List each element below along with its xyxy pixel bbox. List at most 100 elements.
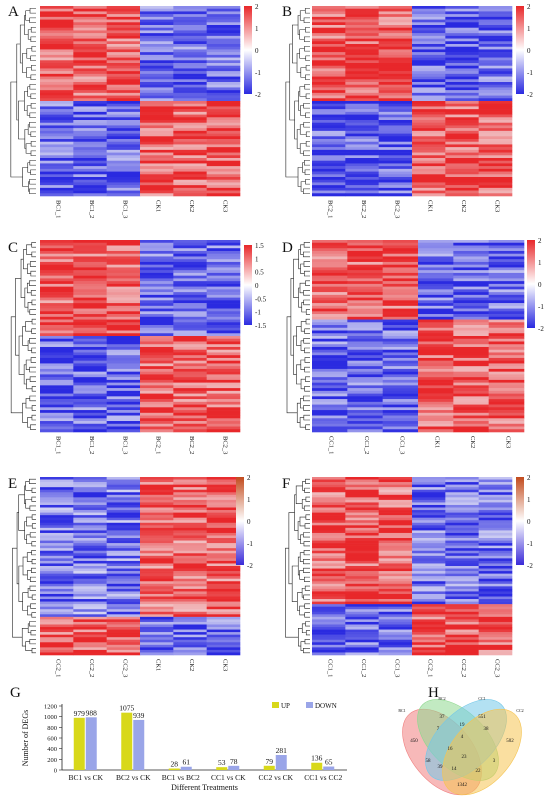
heatmap-cell: [445, 492, 479, 496]
heatmap-cell: [418, 259, 454, 263]
heatmap-cell: [382, 245, 419, 249]
heatmap-cell: [453, 330, 489, 334]
heatmap-cell: [347, 421, 383, 425]
heatmap-cell: [412, 553, 446, 557]
heatmap-cell: [173, 548, 207, 552]
heatmap-cell: [173, 632, 207, 635]
heatmap-cell: [106, 41, 141, 45]
heatmap-cell: [382, 256, 419, 260]
heatmap-cell: [140, 479, 174, 483]
heatmap-cell: [73, 289, 107, 293]
heatmap-cell: [40, 578, 74, 582]
heatmap-cell: [347, 303, 383, 307]
heatmap-cell: [206, 477, 241, 480]
heatmap-cell: [378, 49, 413, 53]
heatmap-cell: [453, 423, 489, 427]
heatmap-cell: [73, 158, 107, 162]
heatmap-cell: [412, 95, 446, 99]
heatmap-cell: [488, 303, 525, 307]
heatmap-cell: [488, 256, 525, 260]
heatmap-cell: [412, 527, 446, 531]
heatmap-cell: [412, 614, 446, 618]
heatmap-cell: [478, 171, 513, 175]
color-scale-tick: -2: [538, 325, 544, 333]
heatmap-cell: [106, 619, 141, 623]
heatmap-cell: [140, 130, 174, 134]
color-scale-tick: -1: [527, 69, 533, 77]
heatmap-cell: [73, 379, 107, 383]
heatmap-cell: [345, 106, 379, 110]
heatmap-cell: [378, 30, 413, 34]
heatmap-cell: [140, 368, 174, 372]
dendrogram-branch: [303, 17, 310, 23]
heatmap-cell: [312, 538, 346, 541]
color-scale-tick: 0: [247, 518, 251, 526]
heatmap-cell: [73, 336, 107, 340]
heatmap-cell: [140, 553, 174, 557]
color-scale-tick: 2: [527, 474, 531, 482]
heatmap-cell: [206, 371, 241, 375]
heatmap-cell: [418, 418, 454, 422]
venn-region-count: 1342: [457, 783, 468, 788]
heatmap-cell: [412, 593, 446, 597]
heatmap-cell: [345, 586, 379, 590]
heatmap-cell: [488, 253, 525, 257]
heatmap-cell: [453, 278, 489, 282]
heatmap-cell: [173, 46, 207, 50]
heatmap-cell: [40, 644, 74, 648]
heatmap-cell: [312, 278, 348, 282]
heatmap-cell: [140, 349, 174, 353]
heatmap-cell: [173, 517, 207, 521]
heatmap-cell: [206, 11, 241, 15]
heatmap-cell: [418, 248, 454, 252]
heatmap-cell: [412, 130, 446, 134]
heatmap-cell: [382, 308, 419, 312]
heatmap-cell: [453, 374, 489, 378]
dendrogram-branch: [30, 424, 36, 430]
heatmap-cell: [445, 601, 479, 605]
heatmap-cell: [40, 166, 74, 170]
heatmap-cell: [345, 545, 379, 549]
heatmap-cell: [418, 319, 454, 323]
heatmap-cell: [312, 499, 346, 503]
heatmap-cell: [206, 338, 241, 342]
dendrogram-branch: [304, 347, 310, 354]
dendrogram-branch: [29, 366, 36, 373]
heatmap-cell: [345, 604, 379, 607]
heatmap-cell: [378, 649, 413, 653]
heatmap-cell: [173, 502, 207, 506]
heatmap-cell: [73, 352, 107, 356]
heatmap-cell: [40, 193, 74, 197]
heatmap-cell: [378, 182, 413, 186]
heatmap-cell: [345, 109, 379, 113]
heatmap-cell: [378, 14, 413, 18]
heatmap-cell: [412, 166, 446, 170]
dendrogram-branch: [31, 405, 36, 411]
heatmap-cell: [378, 515, 413, 518]
dendrogram-branch: [305, 376, 310, 382]
heatmap-cell: [173, 133, 207, 137]
sample-label: CC2_1: [427, 659, 434, 677]
dendrogram-branch: [285, 81, 299, 178]
heatmap-cell: [378, 133, 413, 137]
heatmap-cell: [488, 289, 525, 293]
heatmap-cell: [312, 136, 346, 140]
heatmap-cell: [488, 404, 525, 408]
heatmap-cell: [73, 619, 107, 623]
heatmap-cell: [73, 46, 107, 50]
heatmap-cell: [73, 16, 107, 20]
heatmap-cell: [478, 19, 513, 23]
heatmap-cell: [412, 588, 446, 592]
heatmap-cell: [312, 349, 348, 353]
heatmap-cell: [106, 418, 141, 422]
y-tick-label: 800: [47, 725, 57, 732]
heatmap-cell: [488, 399, 525, 403]
heatmap-cell: [478, 44, 513, 48]
heatmap-cell: [418, 281, 454, 285]
heatmap-cell: [173, 136, 207, 140]
heatmap-cell: [445, 171, 479, 175]
heatmap-cell: [453, 360, 489, 364]
heatmap-cell: [173, 421, 207, 425]
heatmap-cell: [173, 379, 207, 383]
heatmap-cell: [106, 520, 141, 524]
